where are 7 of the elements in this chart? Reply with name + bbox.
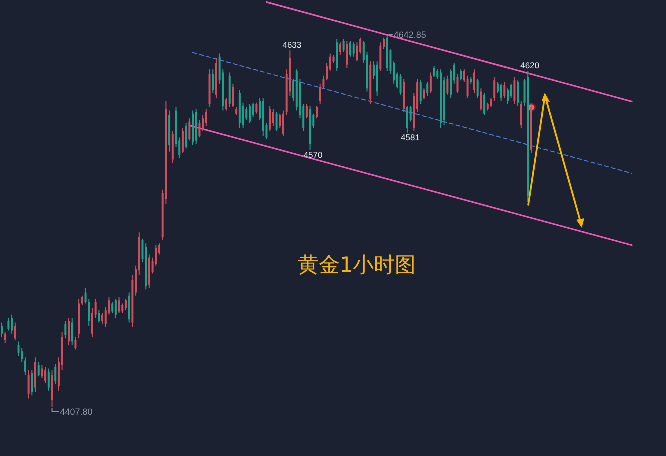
annotation: 4570 <box>304 150 323 160</box>
annotation: 4642.85 <box>388 30 426 40</box>
annotation: 4633 <box>282 40 302 50</box>
annotation: 4581 <box>401 132 420 142</box>
annotation: 4407.80 <box>52 407 93 418</box>
annotation: 4620 <box>520 60 540 71</box>
title: 黄金1小时图 <box>298 253 416 277</box>
